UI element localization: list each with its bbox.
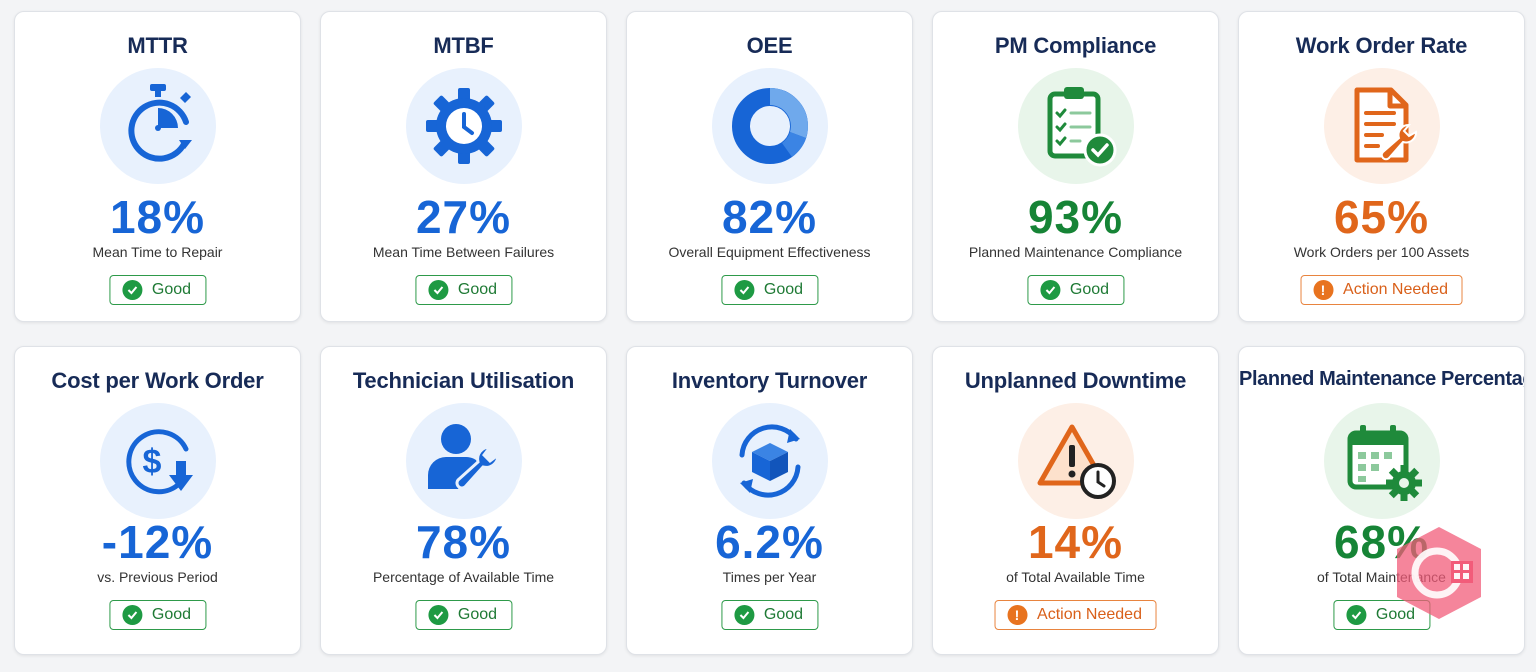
card-title: Inventory Turnover	[671, 368, 868, 393]
technician-wrench-icon	[405, 403, 522, 519]
kpi-card-cost-per-work-order[interactable]: Cost per Work Order $ -12% vs. Previous …	[14, 346, 301, 655]
document-wrench-icon	[1323, 68, 1440, 184]
status-label: Good	[1069, 281, 1110, 298]
kpi-grid: MTTR 18% Mean Time to Repair Good MTBF	[14, 11, 1525, 655]
card-title: MTBF	[433, 33, 494, 58]
stopwatch-icon	[99, 68, 216, 184]
card-title: Cost per Work Order	[51, 368, 264, 393]
kpi-value: 65%	[1333, 191, 1430, 243]
svg-text:$: $	[142, 443, 161, 481]
check-circle-icon	[427, 280, 448, 300]
kpi-description: Overall Equipment Effectiveness	[668, 244, 871, 260]
status-badge: Good	[720, 600, 819, 630]
clipboard-check-icon	[1017, 68, 1134, 184]
kpi-value: 14%	[1027, 516, 1124, 568]
kpi-description: Mean Time to Repair	[92, 244, 223, 260]
card-title: MTTR	[127, 33, 188, 58]
check-circle-icon	[1345, 605, 1366, 625]
status-label: Good	[151, 606, 192, 623]
status-badge: Good	[108, 600, 207, 630]
kpi-value: 93%	[1027, 191, 1124, 243]
check-circle-icon	[733, 605, 754, 625]
card-title: Technician Utilisation	[352, 368, 575, 393]
box-cycle-icon	[711, 403, 828, 519]
kpi-card-planned-maintenance-percentage[interactable]: Planned Maintenance Percentage	[1238, 346, 1525, 655]
kpi-value: -12%	[101, 516, 214, 568]
kpi-value: 78%	[415, 516, 512, 568]
status-label: Good	[1375, 606, 1416, 623]
kpi-card-oee[interactable]: OEE 82% Overall Equipment Effectiveness …	[626, 11, 913, 322]
check-circle-icon	[1039, 280, 1060, 300]
kpi-card-unplanned-downtime[interactable]: Unplanned Downtime 14% of Total Availabl…	[932, 346, 1219, 655]
status-badge: ! Action Needed	[994, 600, 1157, 630]
status-badge: Good	[1026, 275, 1125, 305]
card-title: PM Compliance	[994, 33, 1157, 58]
kpi-description: Times per Year	[722, 569, 817, 585]
kpi-card-mtbf[interactable]: MTBF 27% Mean Time Between Failur	[320, 11, 607, 322]
kpi-card-technician-utilisation[interactable]: Technician Utilisation 78% Percentage of…	[320, 346, 607, 655]
status-badge: Good	[414, 275, 513, 305]
card-title: Planned Maintenance Percentage	[1239, 368, 1525, 390]
kpi-description: Planned Maintenance Compliance	[968, 244, 1183, 260]
kpi-card-pm-compliance[interactable]: PM Compliance 93% Planned Maintenance Co…	[932, 11, 1219, 322]
kpi-value: 6.2%	[715, 516, 824, 568]
status-label: Good	[457, 606, 498, 623]
card-title: Work Order Rate	[1295, 33, 1468, 58]
status-badge: Good	[108, 275, 207, 305]
check-circle-icon	[427, 605, 448, 625]
exclamation-circle-icon: !	[1007, 605, 1028, 625]
status-label: Action Needed	[1343, 281, 1448, 298]
status-badge: Good	[720, 275, 819, 305]
exclamation-circle-icon: !	[1313, 280, 1334, 300]
kpi-value: 27%	[415, 191, 512, 243]
status-badge: ! Action Needed	[1300, 275, 1463, 305]
kpi-description: vs. Previous Period	[97, 569, 218, 585]
status-label: Good	[457, 281, 498, 298]
warning-clock-icon	[1017, 403, 1134, 519]
dollar-down-icon: $	[99, 403, 216, 519]
kpi-value: 18%	[109, 191, 206, 243]
kpi-description: Percentage of Available Time	[372, 569, 555, 585]
status-label: Good	[763, 281, 804, 298]
card-title: OEE	[746, 33, 793, 58]
status-label: Good	[151, 281, 192, 298]
kpi-value: 82%	[721, 191, 818, 243]
kpi-card-mttr[interactable]: MTTR 18% Mean Time to Repair Good	[14, 11, 301, 322]
kpi-card-work-order-rate[interactable]: Work Order Rate 65% Work Orders per 100 …	[1238, 11, 1525, 322]
card-title: Unplanned Downtime	[964, 368, 1187, 393]
status-label: Good	[763, 606, 804, 623]
check-circle-icon	[121, 605, 142, 625]
check-circle-icon	[733, 280, 754, 300]
watermark-stamp-icon	[1391, 523, 1487, 623]
status-label: Action Needed	[1037, 606, 1142, 623]
donut-chart-icon	[711, 68, 828, 184]
gear-clock-icon	[405, 68, 522, 184]
kpi-card-inventory-turnover[interactable]: Inventory Turnover 6.2% Times per Year G…	[626, 346, 913, 655]
kpi-description: Mean Time Between Failures	[372, 244, 555, 260]
kpi-description: of Total Available Time	[1006, 569, 1145, 585]
calendar-gear-icon	[1323, 403, 1440, 519]
status-badge: Good	[414, 600, 513, 630]
kpi-description: Work Orders per 100 Assets	[1293, 244, 1470, 260]
check-circle-icon	[121, 280, 142, 300]
